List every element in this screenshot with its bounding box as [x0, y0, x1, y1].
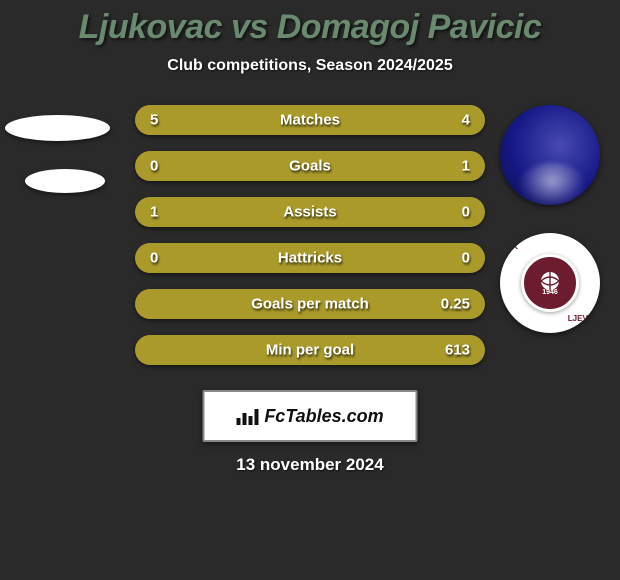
source-logo-box: FcTables.com [203, 390, 418, 442]
volleyball-icon [535, 271, 565, 291]
right-club-badge: FK 1946 LJEVO [500, 233, 600, 333]
stat-value-left: 0 [150, 158, 158, 175]
stat-row: 5 4 Matches [135, 105, 485, 135]
stat-value-right: 0 [462, 204, 470, 221]
stat-row: 0.25 Goals per match [135, 289, 485, 319]
stat-fill-right [198, 151, 485, 181]
stat-fill-left [135, 151, 198, 181]
stat-row: 1 0 Assists [135, 197, 485, 227]
right-player-column: FK 1946 LJEVO [500, 105, 600, 333]
right-club-badge-inner: 1946 [521, 254, 579, 312]
page-title: Ljukovac vs Domagoj Pavicic [0, 0, 620, 47]
badge-year: 1946 [542, 289, 558, 296]
left-player-avatar [5, 115, 110, 141]
stat-fill-right [422, 197, 485, 227]
right-player-avatar [500, 105, 600, 205]
date-text: 13 november 2024 [0, 455, 620, 475]
comparison-content: 5 4 Matches 0 1 Goals 1 0 Assists 0 0 Hattricks 0.25… [0, 105, 620, 375]
stat-name: Min per goal [266, 342, 354, 359]
stat-value-right: 0 [462, 250, 470, 267]
stat-value-right: 1 [462, 158, 470, 175]
stat-value-right: 0.25 [441, 296, 470, 313]
stat-fill-left [135, 197, 422, 227]
stat-row: 613 Min per goal [135, 335, 485, 365]
left-player-column [5, 105, 125, 193]
stat-row: 0 1 Goals [135, 151, 485, 181]
stat-fill-left [135, 335, 198, 365]
badge-club-name: LJEVO [568, 314, 594, 323]
fctables-icon [236, 407, 258, 425]
stat-row: 0 0 Hattricks [135, 243, 485, 273]
stat-name: Goals per match [251, 296, 369, 313]
stat-name: Assists [283, 204, 336, 221]
stat-name: Goals [289, 158, 331, 175]
stat-bars: 5 4 Matches 0 1 Goals 1 0 Assists 0 0 Hattricks 0.25… [135, 105, 485, 381]
stat-value-left: 0 [150, 250, 158, 267]
subtitle: Club competitions, Season 2024/2025 [0, 57, 620, 75]
left-club-badge [25, 169, 105, 193]
stat-value-left: 1 [150, 204, 158, 221]
stat-value-right: 613 [445, 342, 470, 359]
stat-value-left: 5 [150, 112, 158, 129]
stat-name: Matches [280, 112, 340, 129]
stat-fill-left [135, 289, 198, 319]
stat-name: Hattricks [278, 250, 342, 267]
source-logo-text: FcTables.com [264, 406, 383, 427]
stat-value-right: 4 [462, 112, 470, 129]
